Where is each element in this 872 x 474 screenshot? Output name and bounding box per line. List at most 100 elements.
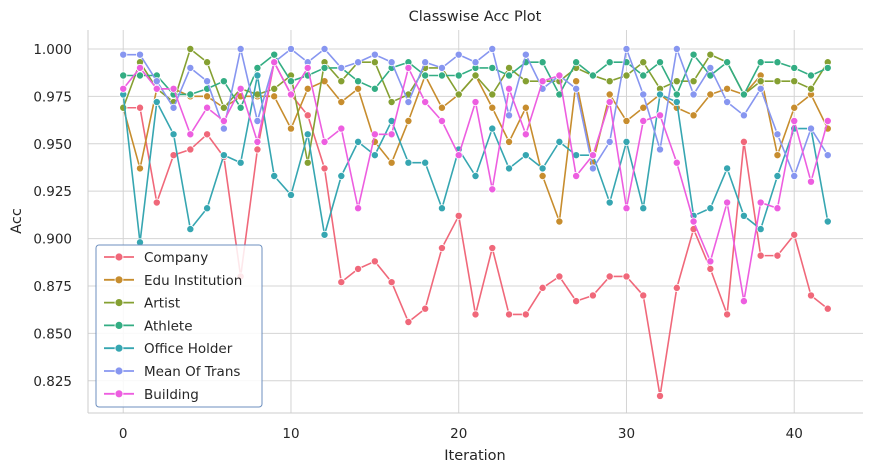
data-point-building xyxy=(236,84,245,93)
data-point-office-holder xyxy=(152,98,161,107)
series-layer xyxy=(119,44,832,400)
data-point-mean-of-trans xyxy=(236,44,245,53)
axes xyxy=(87,30,863,414)
data-point-artist xyxy=(505,63,514,72)
data-point-building xyxy=(488,185,497,194)
legend-item-office-holder: Office Holder xyxy=(104,341,233,357)
data-point-building xyxy=(354,204,363,213)
legend-label: Mean Of Trans xyxy=(144,364,240,380)
y-tick-label: 0.925 xyxy=(33,184,72,200)
data-point-artist xyxy=(689,77,698,86)
data-point-company xyxy=(505,310,514,319)
data-point-building xyxy=(538,77,547,86)
data-point-athlete xyxy=(538,58,547,67)
data-point-mean-of-trans xyxy=(505,111,514,120)
data-point-edu-institution xyxy=(437,103,446,112)
data-point-building xyxy=(823,117,832,126)
data-point-office-holder xyxy=(505,164,514,173)
legend-marker xyxy=(114,320,124,330)
data-point-mean-of-trans xyxy=(454,50,463,59)
legend-marker xyxy=(114,389,124,399)
data-point-mean-of-trans xyxy=(136,50,145,59)
data-point-company xyxy=(337,278,346,287)
legend-item-company: Company xyxy=(104,250,208,266)
data-point-mean-of-trans xyxy=(387,58,396,67)
data-point-company xyxy=(136,103,145,112)
data-point-mean-of-trans xyxy=(588,164,597,173)
data-point-building xyxy=(622,204,631,213)
data-point-company xyxy=(806,291,815,300)
data-point-artist xyxy=(773,77,782,86)
data-point-artist xyxy=(605,77,614,86)
data-point-building xyxy=(773,204,782,213)
data-point-edu-institution xyxy=(572,77,581,86)
data-point-edu-institution xyxy=(505,137,514,146)
data-point-office-holder xyxy=(538,164,547,173)
x-axis-label: Iteration xyxy=(444,448,506,464)
data-point-office-holder xyxy=(320,230,329,239)
data-point-artist xyxy=(471,71,480,80)
data-point-office-holder xyxy=(421,158,430,167)
legend-label: Athlete xyxy=(144,318,193,334)
data-point-athlete xyxy=(639,71,648,80)
data-point-office-holder xyxy=(186,225,195,234)
data-point-athlete xyxy=(320,63,329,72)
legend: Company Edu Institution Artist Athlete Offic… xyxy=(95,244,263,408)
y-tick-labels: 0.825 0.850 0.875 0.900 0.925 0.950 0.975 1.000 xyxy=(33,42,72,390)
data-point-mean-of-trans xyxy=(169,103,178,112)
data-point-athlete xyxy=(186,90,195,99)
data-point-company xyxy=(538,283,547,292)
data-point-office-holder xyxy=(739,211,748,220)
data-point-mean-of-trans xyxy=(253,117,262,126)
data-point-office-holder xyxy=(169,130,178,139)
data-point-building xyxy=(136,63,145,72)
data-point-athlete xyxy=(370,84,379,93)
x-tick-label: 10 xyxy=(282,426,299,442)
data-point-artist xyxy=(806,84,815,93)
data-point-athlete xyxy=(756,58,765,67)
data-point-building xyxy=(152,84,161,93)
data-point-athlete xyxy=(505,71,514,80)
data-point-company xyxy=(303,111,312,120)
data-point-building xyxy=(656,111,665,120)
data-point-company xyxy=(656,391,665,400)
legend-label: Edu Institution xyxy=(144,273,242,289)
data-point-artist xyxy=(756,77,765,86)
data-point-athlete xyxy=(421,71,430,80)
data-point-building xyxy=(270,58,279,67)
data-point-edu-institution xyxy=(404,117,413,126)
data-point-artist xyxy=(337,77,346,86)
data-point-building xyxy=(756,198,765,207)
data-point-mean-of-trans xyxy=(286,44,295,53)
data-point-edu-institution xyxy=(303,84,312,93)
data-point-athlete xyxy=(656,58,665,67)
data-point-building xyxy=(605,98,614,107)
data-point-company xyxy=(823,304,832,313)
data-point-office-holder xyxy=(656,90,665,99)
data-point-mean-of-trans xyxy=(656,145,665,154)
data-point-office-holder xyxy=(337,171,346,180)
data-point-artist xyxy=(488,90,497,99)
data-point-mean-of-trans xyxy=(639,90,648,99)
data-point-building xyxy=(505,84,514,93)
data-point-building xyxy=(253,137,262,146)
data-point-athlete xyxy=(454,71,463,80)
data-point-artist xyxy=(203,58,212,67)
data-point-athlete xyxy=(739,90,748,99)
data-point-mean-of-trans xyxy=(488,44,497,53)
chart-title: Classwise Acc Plot xyxy=(409,9,542,25)
y-tick-label: 0.900 xyxy=(33,232,72,248)
data-point-office-holder xyxy=(253,71,262,80)
data-point-company xyxy=(488,244,497,253)
data-point-athlete xyxy=(354,77,363,86)
data-point-mean-of-trans xyxy=(471,58,480,67)
data-point-building xyxy=(572,171,581,180)
data-point-company xyxy=(152,198,161,207)
data-point-athlete xyxy=(588,71,597,80)
data-point-building xyxy=(320,137,329,146)
y-tick-label: 0.850 xyxy=(33,326,72,342)
data-point-artist xyxy=(303,158,312,167)
legend-marker xyxy=(114,366,124,376)
data-point-company xyxy=(555,272,564,281)
